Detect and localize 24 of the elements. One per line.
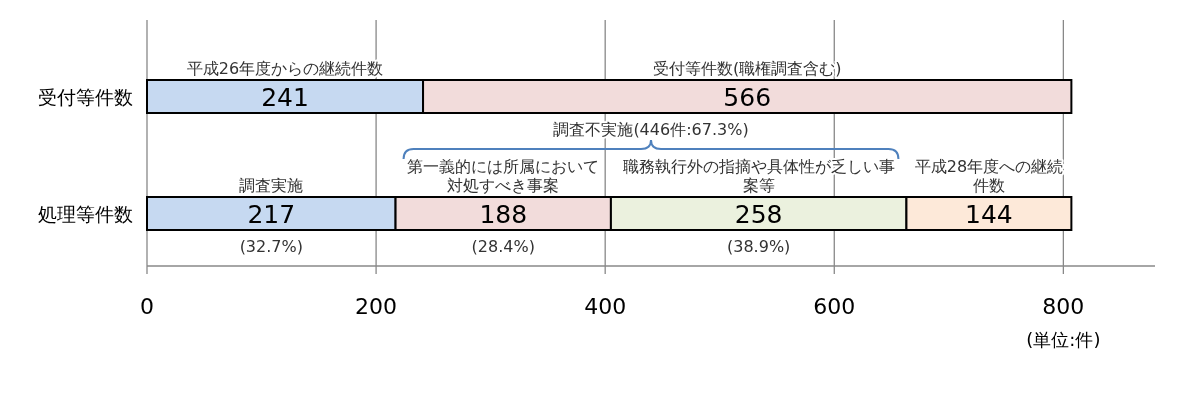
annotation: 第一義的には所属において対処すべき事案: [407, 157, 600, 195]
annotation: 職務執行外の指摘や具体性が乏しい事案等: [622, 157, 895, 195]
annotation: (38.9%): [727, 237, 791, 256]
annotation: (32.7%): [239, 237, 303, 256]
annotation: (28.4%): [471, 237, 535, 256]
annotation: 平成28年度への継続件数: [914, 157, 1064, 195]
annotation: 調査実施: [239, 176, 304, 195]
x-tick-label: 0: [140, 294, 154, 319]
annotation: 調査不実施(446件:67.3%): [553, 120, 749, 139]
x-tick-label: 400: [584, 294, 627, 319]
data-label: 144: [965, 199, 1013, 229]
data-label: 258: [734, 199, 783, 229]
annotation: 平成26年度からの継続件数: [186, 59, 384, 78]
y-tick-label: 処理等件数: [37, 202, 133, 225]
x-tick-label: 200: [355, 294, 398, 319]
data-label: 217: [247, 199, 296, 229]
y-tick-label: 受付等件数: [37, 85, 133, 108]
data-label: 241: [261, 82, 309, 112]
x-tick-label: 800: [1042, 294, 1085, 319]
x-axis-title: (単位:件): [1026, 329, 1101, 350]
data-label: 566: [723, 82, 772, 112]
annotation: 受付等件数(職権調査含む): [652, 59, 842, 78]
data-label: 188: [479, 199, 528, 229]
x-tick-label: 600: [813, 294, 856, 319]
